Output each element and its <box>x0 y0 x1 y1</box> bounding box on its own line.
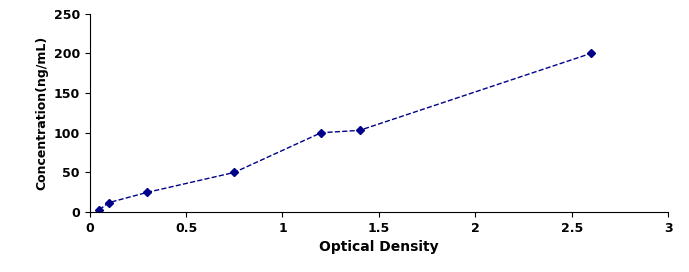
Y-axis label: Concentration(ng/mL): Concentration(ng/mL) <box>35 36 48 190</box>
X-axis label: Optical Density: Optical Density <box>319 240 439 254</box>
